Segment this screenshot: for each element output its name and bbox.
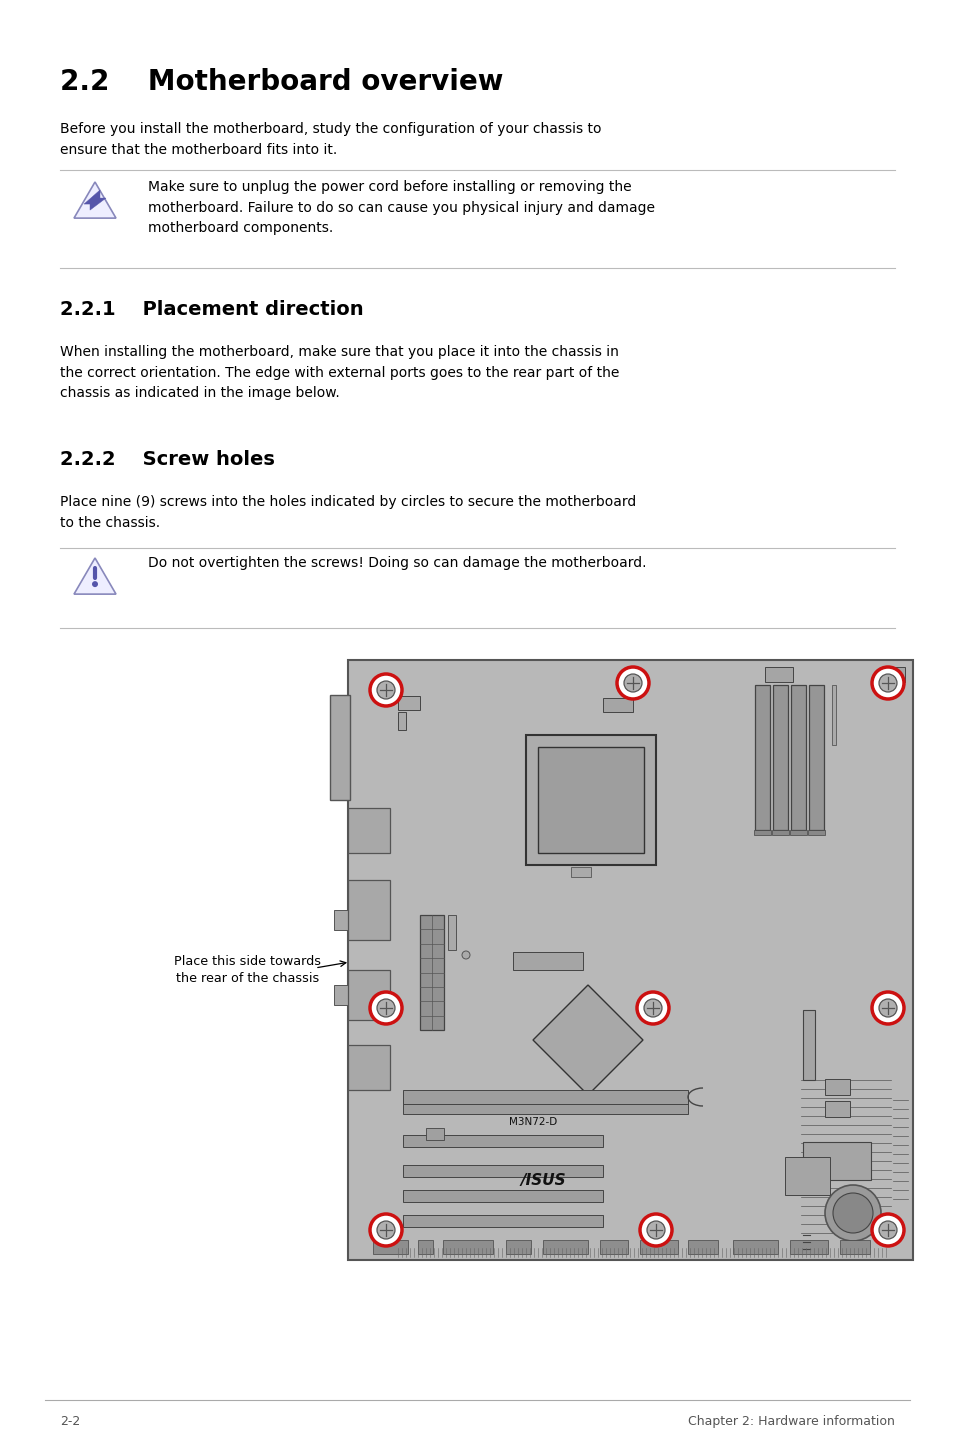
Circle shape: [871, 1214, 903, 1245]
Bar: [687, 1240, 718, 1254]
Text: 2.2    Motherboard overview: 2.2 Motherboard overview: [60, 68, 503, 96]
Text: 2-2: 2-2: [60, 1415, 80, 1428]
Text: 2.2.1    Placement direction: 2.2.1 Placement direction: [60, 301, 363, 319]
Circle shape: [623, 674, 641, 692]
Circle shape: [878, 999, 896, 1017]
Circle shape: [643, 999, 661, 1017]
Circle shape: [617, 667, 648, 699]
Bar: [402, 1100, 687, 1114]
Bar: [790, 684, 805, 830]
Bar: [807, 830, 824, 835]
Circle shape: [871, 992, 903, 1024]
Circle shape: [376, 682, 395, 699]
Circle shape: [646, 1221, 664, 1240]
Circle shape: [639, 1214, 671, 1245]
Bar: [599, 1240, 627, 1254]
Bar: [373, 1240, 408, 1254]
Polygon shape: [84, 190, 106, 210]
Circle shape: [370, 992, 401, 1024]
Bar: [772, 684, 787, 830]
Polygon shape: [533, 985, 642, 1094]
Bar: [426, 1127, 443, 1140]
Text: Place nine (9) screws into the holes indicated by circles to secure the motherbo: Place nine (9) screws into the holes ind…: [60, 495, 636, 529]
Text: 2.2.2    Screw holes: 2.2.2 Screw holes: [60, 450, 274, 469]
Bar: [442, 1240, 493, 1254]
Polygon shape: [74, 558, 116, 594]
Bar: [348, 880, 390, 940]
Circle shape: [461, 951, 470, 959]
Bar: [824, 1102, 849, 1117]
Bar: [789, 1240, 827, 1254]
Circle shape: [832, 1194, 872, 1232]
Bar: [448, 915, 456, 951]
Bar: [808, 684, 823, 830]
Circle shape: [824, 1185, 880, 1241]
Bar: [402, 1191, 602, 1202]
Bar: [402, 1215, 602, 1227]
Bar: [348, 808, 390, 853]
Bar: [348, 1045, 390, 1090]
Circle shape: [878, 674, 896, 692]
Bar: [802, 1142, 870, 1181]
Bar: [334, 910, 350, 930]
Bar: [397, 712, 406, 731]
Text: Before you install the motherboard, study the configuration of your chassis to
e: Before you install the motherboard, stud…: [60, 122, 601, 157]
Bar: [330, 695, 350, 800]
Bar: [417, 1240, 433, 1254]
Text: /ISUS: /ISUS: [519, 1172, 565, 1188]
Bar: [402, 1090, 687, 1104]
Text: Chapter 2: Hardware information: Chapter 2: Hardware information: [687, 1415, 894, 1428]
Circle shape: [637, 992, 668, 1024]
Bar: [840, 1240, 869, 1254]
Bar: [505, 1240, 531, 1254]
Bar: [537, 746, 643, 853]
Text: Do not overtighten the screws! Doing so can damage the motherboard.: Do not overtighten the screws! Doing so …: [148, 557, 646, 569]
Bar: [732, 1240, 778, 1254]
Circle shape: [370, 674, 401, 706]
Bar: [753, 830, 770, 835]
Bar: [602, 697, 633, 712]
Bar: [639, 1240, 678, 1254]
Circle shape: [376, 1221, 395, 1240]
Circle shape: [376, 999, 395, 1017]
Text: M3N72-D: M3N72-D: [508, 1117, 557, 1127]
Bar: [824, 1078, 849, 1094]
Bar: [831, 684, 835, 745]
Circle shape: [370, 1214, 401, 1245]
Text: Place this side towards
the rear of the chassis: Place this side towards the rear of the …: [174, 955, 321, 985]
Bar: [764, 667, 792, 682]
Bar: [542, 1240, 587, 1254]
Bar: [754, 684, 769, 830]
Bar: [571, 867, 590, 877]
Bar: [334, 985, 350, 1005]
Bar: [525, 735, 656, 866]
Polygon shape: [74, 183, 116, 219]
Bar: [419, 915, 443, 1030]
Circle shape: [91, 581, 98, 587]
Bar: [513, 952, 582, 971]
Bar: [348, 660, 912, 1260]
Bar: [348, 971, 390, 1020]
Bar: [882, 667, 904, 682]
Bar: [784, 1158, 829, 1195]
Circle shape: [871, 667, 903, 699]
Bar: [771, 830, 788, 835]
Bar: [789, 830, 806, 835]
Bar: [397, 696, 419, 710]
Bar: [802, 1009, 814, 1080]
Text: When installing the motherboard, make sure that you place it into the chassis in: When installing the motherboard, make su…: [60, 345, 618, 400]
Text: Make sure to unplug the power cord before installing or removing the
motherboard: Make sure to unplug the power cord befor…: [148, 180, 655, 236]
Circle shape: [878, 1221, 896, 1240]
Bar: [402, 1135, 602, 1148]
Bar: [402, 1165, 602, 1176]
